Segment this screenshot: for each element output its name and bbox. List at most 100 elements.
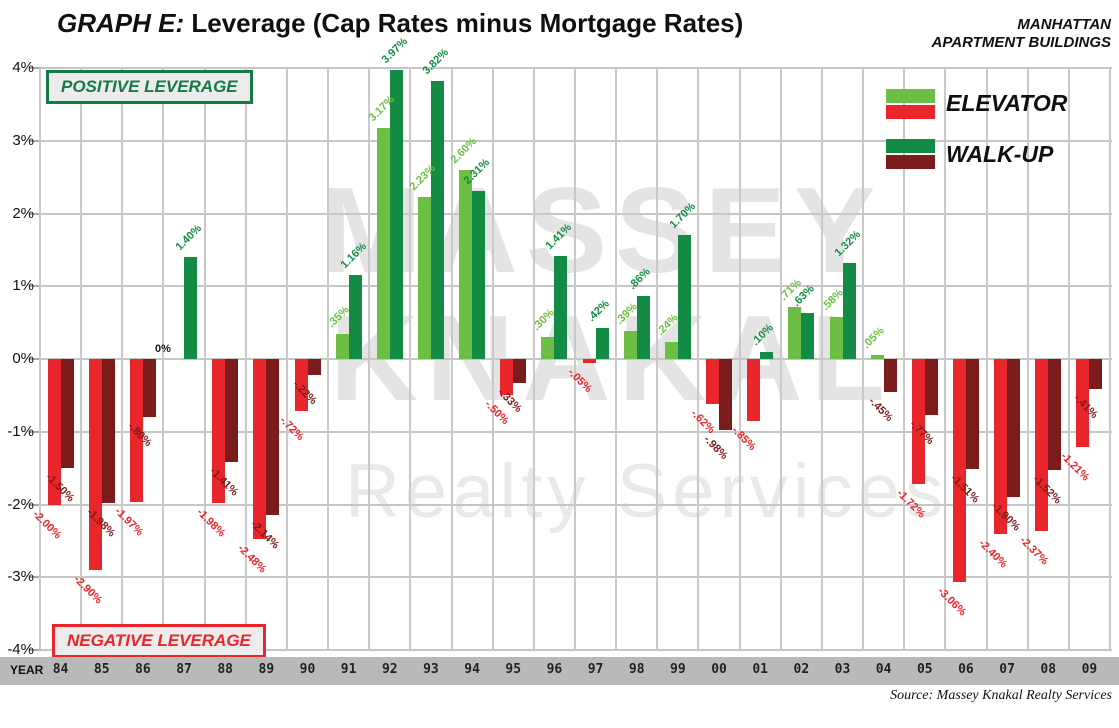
bar-label-ELEVATOR-86: -1.97% — [112, 505, 146, 539]
year-label-95: 95 — [505, 662, 522, 677]
year-label-99: 99 — [670, 662, 686, 677]
y-axis-tick — [29, 285, 41, 288]
year-label-97: 97 — [587, 662, 604, 677]
gridline-vertical — [862, 68, 865, 650]
y-axis-tick-label: -1% — [7, 422, 34, 440]
year-label-07: 07 — [999, 662, 1015, 677]
legend-swatch-elevator-negative — [886, 105, 935, 119]
year-label-91: 91 — [340, 662, 357, 677]
bar-WALK-UP-98 — [636, 296, 650, 359]
bar-ELEVATOR-85 — [88, 359, 102, 570]
year-label-08: 08 — [1040, 662, 1057, 677]
bar-ELEVATOR-92 — [376, 128, 390, 359]
legend-label-elevator: ELEVATOR — [946, 90, 1068, 116]
year-label-85: 85 — [93, 662, 110, 677]
y-axis-tick-label: -4% — [7, 641, 34, 658]
source-credit: Source: Massey Knakal Realty Services — [890, 688, 1112, 703]
bar-WALK-UP-03 — [842, 262, 856, 359]
year-label-09: 09 — [1081, 662, 1098, 677]
page-title: GRAPH E: Leverage (Cap Rates minus Mortg… — [57, 8, 743, 39]
y-axis-tick-label: -2% — [7, 495, 34, 513]
gridline-vertical — [779, 68, 782, 650]
bar-WALK-UP-85 — [101, 359, 115, 504]
bar-ELEVATOR-06 — [952, 359, 966, 582]
gridline-vertical — [1026, 68, 1029, 650]
bar-ELEVATOR-88 — [212, 359, 226, 504]
gridline-vertical — [1067, 68, 1070, 650]
y-axis-tick-label: 0% — [12, 350, 34, 367]
watermark-realty-services: Realty Services — [345, 449, 948, 534]
gridline-vertical — [409, 68, 412, 650]
bar-WALK-UP-99 — [677, 235, 691, 359]
y-axis-tick — [29, 212, 41, 215]
year-axis-title: YEAR — [10, 663, 44, 677]
bar-WALK-UP-04 — [883, 359, 897, 392]
year-label-96: 96 — [546, 662, 563, 677]
bar-WALK-UP-97 — [595, 328, 609, 359]
bar-WALK-UP-91 — [348, 274, 362, 359]
legend-swatch-walkup-positive — [886, 139, 935, 153]
gridline-vertical — [532, 68, 535, 650]
gridline-horizontal — [40, 649, 1112, 651]
bar-label-WALK-UP-93: 3.82% — [420, 46, 452, 78]
legend-swatch-walkup-negative — [886, 155, 935, 169]
year-label-93: 93 — [423, 662, 439, 677]
year-label-86: 86 — [135, 662, 151, 677]
gridline-vertical — [574, 68, 576, 650]
bar-ELEVATOR-00 — [706, 359, 720, 405]
bar-WALK-UP-90 — [307, 359, 321, 375]
bar-label-ELEVATOR-07: -2.40% — [976, 536, 1010, 571]
bar-WALK-UP-88 — [225, 359, 239, 462]
gridline-vertical — [327, 68, 330, 650]
positive-leverage-label: POSITIVE LEVERAGE — [46, 70, 253, 104]
year-label-94: 94 — [464, 662, 480, 677]
y-axis-tick — [29, 358, 41, 360]
gridline-vertical — [985, 68, 988, 650]
bar-ELEVATOR-05 — [911, 359, 925, 485]
bar-ELEVATOR-04 — [870, 355, 884, 359]
y-axis-tick — [29, 649, 41, 651]
y-axis-tick — [29, 503, 41, 506]
gridline-vertical — [903, 68, 906, 650]
bar-WALK-UP-00 — [719, 359, 733, 431]
gridline-vertical — [615, 68, 618, 650]
y-axis-tick — [29, 430, 41, 433]
bar-WALK-UP-89 — [266, 359, 280, 515]
bar-ELEVATOR-84 — [47, 359, 61, 505]
bar-WALK-UP-95 — [513, 359, 527, 383]
gridline-vertical — [820, 68, 823, 650]
bar-ELEVATOR-95 — [500, 359, 514, 396]
gridline-horizontal — [40, 576, 1112, 579]
bar-ELEVATOR-86 — [129, 359, 143, 503]
header-subtitle-line1: MANHATTAN — [1017, 16, 1111, 33]
bar-ELEVATOR-94 — [459, 169, 473, 359]
gridline-horizontal — [40, 503, 1112, 506]
year-label-04: 04 — [875, 662, 892, 677]
bar-label-ELEVATOR-88: -1.98% — [194, 506, 228, 540]
bar-ELEVATOR-09 — [1076, 359, 1090, 448]
gridline-horizontal — [40, 358, 1112, 360]
header-subtitle-line2: APARTMENT BUILDINGS — [931, 34, 1111, 51]
y-axis-tick — [29, 576, 41, 579]
bar-WALK-UP-96 — [554, 256, 568, 359]
header-subtitle: MANHATTAN APARTMENT BUILDINGS — [932, 16, 1111, 52]
bar-WALK-UP-84 — [60, 359, 74, 469]
year-label-89: 89 — [258, 662, 275, 677]
bar-ELEVATOR-97 — [582, 359, 596, 363]
bar-ELEVATOR-02 — [788, 307, 802, 359]
gridline-vertical — [203, 68, 206, 650]
y-axis-tick-label: 1% — [12, 277, 34, 295]
bar-ELEVATOR-01 — [747, 359, 761, 421]
year-label-05: 05 — [916, 662, 933, 677]
bar-label-ELEVATOR-90: -.72% — [276, 414, 306, 444]
bar-WALK-UP-92 — [389, 70, 403, 359]
y-axis-tick-label: -3% — [7, 568, 34, 586]
legend-swatch-elevator-positive — [886, 89, 935, 103]
bar-ELEVATOR-03 — [829, 316, 843, 359]
year-label-88: 88 — [217, 662, 233, 677]
y-axis-tick — [29, 139, 41, 142]
bar-label-ELEVATOR-06: -3.06% — [935, 584, 969, 619]
gridline-vertical — [368, 68, 371, 650]
bar-WALK-UP-08 — [1048, 359, 1062, 470]
